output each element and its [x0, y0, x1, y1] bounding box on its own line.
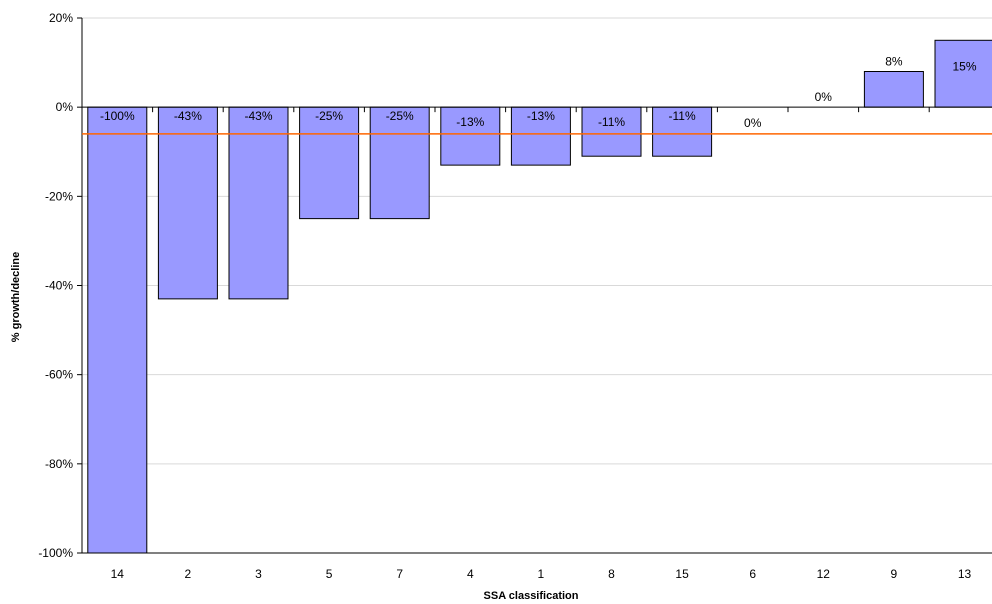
y-tick-label: -40% — [45, 279, 73, 293]
x-tick-label: 2 — [185, 567, 192, 581]
x-tick-labels: 14 2 3 5 7 4 1 8 15 6 12 9 13 — [111, 567, 972, 581]
bar-1 — [510, 106, 571, 166]
x-tick-label: 7 — [396, 567, 403, 581]
y-tick-label: 20% — [49, 11, 73, 25]
y-tick-label: 0% — [56, 100, 74, 114]
bar-9 — [863, 71, 924, 108]
gridlines — [82, 17, 992, 465]
data-label: -11% — [669, 109, 696, 123]
x-tick-label: 13 — [958, 567, 972, 581]
axes — [77, 17, 992, 554]
bar-2 — [157, 106, 218, 300]
data-label: 0% — [744, 116, 762, 130]
bar-7 — [369, 106, 430, 220]
data-label: -25% — [386, 109, 414, 123]
bar-13 — [934, 39, 992, 108]
data-label: -11% — [598, 115, 625, 129]
y-tick-labels: 20% 0% -20% -40% -60% -80% -100% — [38, 11, 73, 560]
bar-3 — [228, 106, 289, 300]
y-tick-label: -100% — [38, 546, 73, 560]
y-axis-title: % growth/decline — [10, 252, 22, 342]
x-tick-label: 6 — [749, 567, 756, 581]
data-label: -13% — [456, 115, 484, 129]
x-tick-label: 8 — [608, 567, 615, 581]
bars — [87, 39, 992, 554]
data-labels: -100% -43% -43% -25% -25% -13% -13% -11% -11% 0% 0… — [100, 55, 977, 131]
data-label: 0% — [815, 90, 833, 104]
data-label: -43% — [174, 109, 202, 123]
x-tick-label: 14 — [111, 567, 125, 581]
x-axis-title: SSA classification — [484, 590, 579, 602]
x-tick-label: 5 — [326, 567, 333, 581]
y-tick-label: -60% — [45, 368, 73, 382]
bar-5 — [299, 106, 360, 220]
bar-8 — [581, 106, 642, 157]
data-label: -43% — [244, 109, 272, 123]
data-label: -100% — [100, 109, 135, 123]
y-tick-label: -20% — [45, 189, 73, 203]
bar-14 — [87, 106, 148, 554]
x-tick-label: 12 — [817, 567, 831, 581]
x-tick-label: 15 — [675, 567, 689, 581]
x-tick-label: 4 — [467, 567, 474, 581]
data-label: 8% — [885, 55, 903, 69]
data-label: -25% — [315, 109, 343, 123]
bar-15 — [652, 106, 713, 157]
y-tick-label: -80% — [45, 457, 73, 471]
x-tick-label: 1 — [538, 567, 545, 581]
data-label: 15% — [952, 59, 976, 73]
x-tick-label: 9 — [891, 567, 898, 581]
data-label: -13% — [527, 109, 555, 123]
x-tick-label: 3 — [255, 567, 262, 581]
